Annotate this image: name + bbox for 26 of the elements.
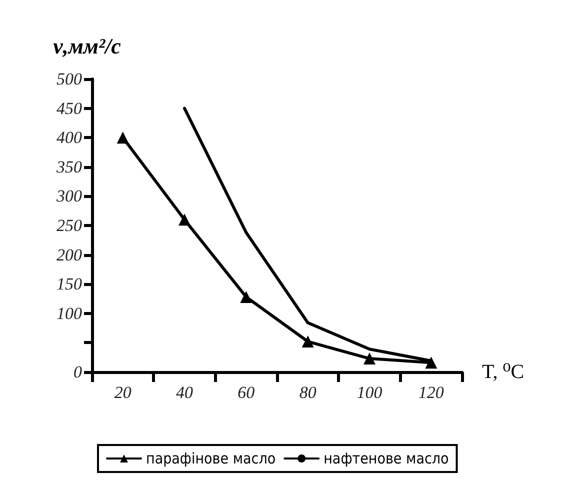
point <box>116 132 129 144</box>
y-axis-title: ν,мм²/с <box>53 34 122 58</box>
x-tick-label: 20 <box>114 383 132 402</box>
y-tick-label: 0 <box>74 362 82 382</box>
point <box>178 214 190 226</box>
y-tick-label: 150 <box>56 274 82 294</box>
y-tick-label: 500 <box>56 70 82 88</box>
x-axis-title: T, ⁰C <box>482 361 524 383</box>
x-tick-label: 40 <box>176 383 194 402</box>
point <box>364 352 376 365</box>
y-tick-label: 350 <box>56 157 82 176</box>
y-tick-label: 300 <box>56 186 82 206</box>
x-tick-label: 60 <box>238 383 256 402</box>
legend-label: нафтенове масло <box>324 450 449 468</box>
y-tick-label: 450 <box>56 98 82 118</box>
y-tick-label: 200 <box>56 245 82 264</box>
x-tick-label: 100 <box>356 383 383 402</box>
y-tick-label: 400 <box>56 128 82 148</box>
x-tick-label: 120 <box>418 383 444 402</box>
y-tick-label: 250 <box>56 216 82 235</box>
point <box>240 290 252 303</box>
legend-label: парафінове масло <box>146 450 276 468</box>
y-tick-label: 100 <box>56 304 82 323</box>
point <box>302 336 314 348</box>
x-tick-label: 80 <box>299 383 317 402</box>
point <box>425 356 438 369</box>
